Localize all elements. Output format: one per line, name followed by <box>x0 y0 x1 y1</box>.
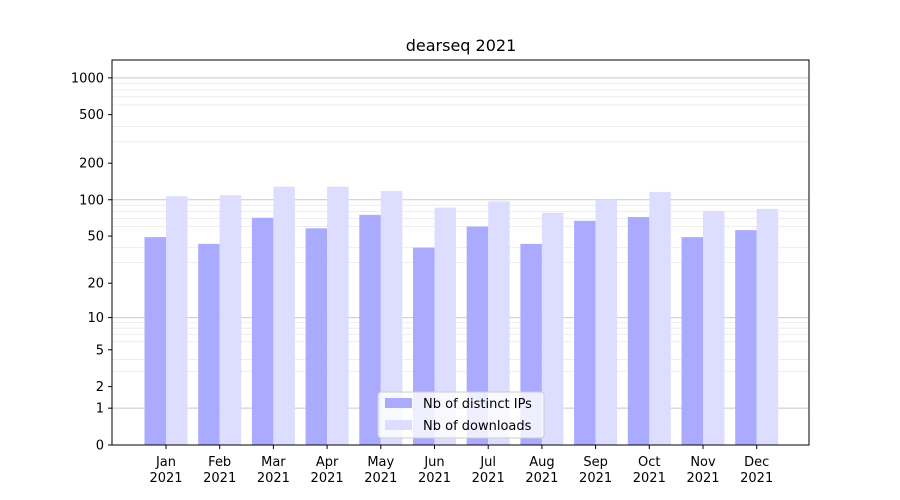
bar-downloads <box>541 212 564 445</box>
bar-downloads <box>273 186 295 445</box>
legend-swatch-distinct-ips <box>385 398 412 408</box>
x-tick-label-month: Sep <box>583 455 608 470</box>
x-tick-label-month: May <box>367 455 394 470</box>
y-axis: 0 1 2 5 10 20 50 100 200 500 1000 <box>71 71 112 454</box>
x-tick-label-year: 2021 <box>525 471 558 486</box>
y-tick-label: 10 <box>87 311 104 326</box>
x-tick-label-month: Apr <box>316 455 339 470</box>
bar-downloads <box>219 195 242 445</box>
x-tick-label-year: 2021 <box>418 471 451 486</box>
x-tick-label-month: Aug <box>529 455 554 470</box>
legend-label-distinct-ips: Nb of distinct IPs <box>423 397 532 412</box>
y-tick-label: 20 <box>87 277 104 292</box>
x-tick-label-year: 2021 <box>311 471 344 486</box>
y-tick-label: 0 <box>96 439 104 454</box>
x-tick-label-month: Jan <box>155 455 176 470</box>
x-tick-label-year: 2021 <box>203 471 236 486</box>
bar-downloads <box>703 210 725 445</box>
bar-downloads <box>380 191 403 445</box>
y-tick-label: 1 <box>96 402 104 417</box>
bar-downloads <box>488 201 510 445</box>
bar-downloads <box>166 196 188 445</box>
chart-title: dearseq 2021 <box>406 36 517 55</box>
x-tick-label-year: 2021 <box>149 471 182 486</box>
bar-distinct-ips <box>359 214 381 445</box>
bar-downloads <box>756 208 779 445</box>
bar-distinct-ips <box>251 217 274 445</box>
bar-distinct-ips <box>198 243 220 445</box>
x-tick-label-month: Dec <box>744 455 769 470</box>
bar-downloads <box>327 186 349 445</box>
x-tick-label-month: Jun <box>423 455 444 470</box>
x-tick-label-year: 2021 <box>633 471 666 486</box>
y-tick-label: 5 <box>96 343 104 358</box>
y-tick-label: 100 <box>79 193 104 208</box>
x-tick-label-year: 2021 <box>579 471 612 486</box>
bar-distinct-ips <box>466 226 489 445</box>
x-tick-label-year: 2021 <box>364 471 397 486</box>
y-tick-label: 2 <box>96 380 104 395</box>
x-axis: Jan2021Feb2021Mar2021Apr2021May2021Jun20… <box>149 445 773 486</box>
bar-distinct-ips <box>681 237 703 445</box>
x-tick-label-year: 2021 <box>257 471 290 486</box>
bar-distinct-ips <box>627 217 650 445</box>
y-tick-label: 50 <box>87 230 104 245</box>
x-tick-label-month: Nov <box>690 455 716 470</box>
x-tick-label-year: 2021 <box>740 471 773 486</box>
y-tick-label: 200 <box>79 157 104 172</box>
x-tick-label-month: Oct <box>638 455 660 470</box>
x-tick-label-month: Jul <box>479 455 496 470</box>
bar-distinct-ips <box>735 230 757 445</box>
y-tick-label: 1000 <box>71 71 104 86</box>
bars <box>144 186 779 445</box>
bar-downloads <box>434 207 456 445</box>
legend: Nb of distinct IPs Nb of downloads <box>377 391 545 439</box>
bar-distinct-ips <box>305 228 328 445</box>
x-tick-label-month: Mar <box>261 455 286 470</box>
plot-frame <box>111 59 810 446</box>
x-tick-label-year: 2021 <box>472 471 505 486</box>
legend-box <box>377 391 545 439</box>
legend-label-downloads: Nb of downloads <box>423 419 532 434</box>
bar-distinct-ips <box>144 237 166 445</box>
y-tick-label: 500 <box>79 108 104 123</box>
x-tick-label-year: 2021 <box>686 471 719 486</box>
legend-swatch-downloads <box>385 420 412 430</box>
bar-distinct-ips <box>574 220 596 445</box>
x-tick-label-month: Feb <box>208 455 231 470</box>
bar-downloads <box>595 199 618 445</box>
bar-downloads <box>649 191 671 445</box>
